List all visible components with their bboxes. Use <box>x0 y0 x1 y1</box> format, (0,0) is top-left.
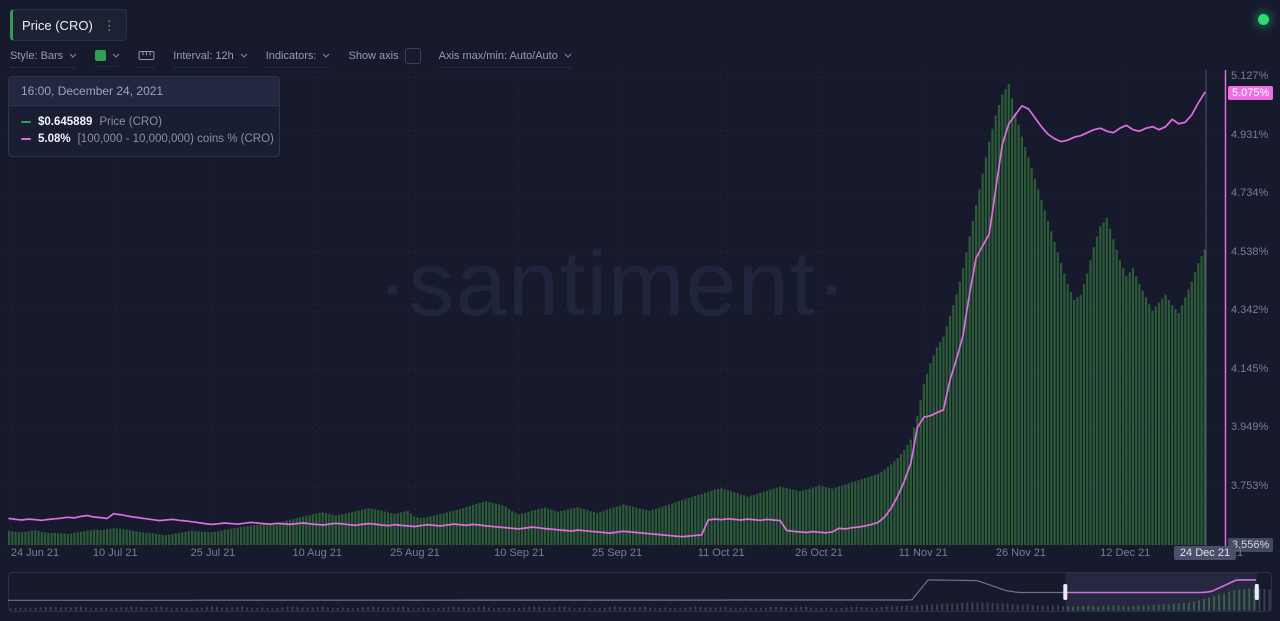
x-axis-tick-label: 10 Jul 21 <box>92 547 138 559</box>
indicators-dropdown[interactable]: Indicators: <box>265 49 331 68</box>
price-series-marker <box>21 120 31 123</box>
y-axis-tick-label: 4.342% <box>1231 304 1269 316</box>
chevron-down-icon <box>323 53 330 58</box>
indicators-dropdown-label: Indicators: <box>265 49 317 62</box>
navigator-line-outside <box>8 579 1064 601</box>
santiment-watermark: ·santiment· <box>376 233 849 335</box>
show-axis-control: Show axis <box>348 48 421 69</box>
metric-color-swatch[interactable] <box>95 50 107 61</box>
tooltip-coins-label: [100,000 - 10,000,000) coins % (CRO) <box>77 132 274 145</box>
chart-toolbar: Style: Bars Interval: 12h Indicators: Sh… <box>10 48 572 69</box>
x-axis-tick-label: 11 Oct 21 <box>697 547 745 559</box>
coins-percent-line <box>8 91 1206 538</box>
axis-min-badge: 3.556% <box>1228 538 1274 552</box>
crosshair-date-badge: 24 Dec 21 <box>1173 546 1237 560</box>
x-axis-tick-label: 26 Oct 21 <box>795 547 843 559</box>
y-axis-tick-label: 4.734% <box>1231 187 1269 199</box>
y-axis-tick-label: 3.753% <box>1231 479 1269 492</box>
x-axis-tick-label: 10 Aug 21 <box>292 547 343 559</box>
x-axis-tick-label: 25 Aug 21 <box>390 547 440 559</box>
chevron-down-icon <box>564 53 572 58</box>
chart-tooltip: 16:00, December 24, 2021 $0.645889 Price… <box>8 76 280 157</box>
chevron-down-icon <box>69 53 77 58</box>
interval-dropdown-label: Interval: 12h <box>173 49 234 62</box>
navigator-bars <box>9 588 1271 611</box>
tooltip-price-value: $0.645889 <box>38 115 93 128</box>
style-dropdown-label: Style: Bars <box>10 49 64 62</box>
chevron-down-icon <box>112 53 120 58</box>
style-dropdown[interactable]: Style: Bars <box>10 49 78 68</box>
x-axis-tick-label: 25 Jul 21 <box>190 547 236 559</box>
x-axis-tick-label: 25 Sep 21 <box>591 547 643 559</box>
color-picker-dropdown[interactable] <box>95 50 121 67</box>
tooltip-coins-value: 5.08% <box>38 132 71 145</box>
y-axis-tick-label: 5.127% <box>1231 70 1269 82</box>
navigator-handle-left[interactable] <box>1063 584 1068 600</box>
y-axis-tick-label: 4.538% <box>1231 245 1269 258</box>
tooltip-timestamp: 16:00, December 24, 2021 <box>9 77 279 106</box>
y-axis-tick-label: 4.931% <box>1231 128 1269 141</box>
y-axis-tick-label: 4.145% <box>1231 362 1269 375</box>
kebab-menu-icon[interactable]: ⋮ <box>102 17 116 33</box>
metric-button-label: Price (CRO) <box>22 17 93 33</box>
coins-series-marker <box>21 137 31 140</box>
x-axis-tick-label: 11 Nov 21 <box>898 547 948 559</box>
navigator-selection[interactable] <box>1065 573 1257 611</box>
ruler-icon <box>138 51 155 60</box>
x-axis-tick-label: 26 Nov 21 <box>995 547 1047 559</box>
navigator-line-selected <box>1064 579 1256 594</box>
axis-ruler-button[interactable] <box>138 49 156 68</box>
axis-maxmin-dropdown[interactable]: Axis max/min: Auto/Auto <box>438 49 572 68</box>
interval-dropdown[interactable]: Interval: 12h <box>173 50 248 68</box>
x-axis-tick-label: 24 Jun 21 <box>10 547 60 559</box>
x-axis-tick-label: 10 Sep 21 <box>494 547 545 559</box>
navigator-track <box>8 572 1272 612</box>
tooltip-row-price: $0.645889 Price (CRO) <box>21 113 267 130</box>
connection-status-dot <box>1258 14 1269 25</box>
price-bars-series <box>8 83 1206 546</box>
metric-button-price-cro[interactable]: Price (CRO) ⋮ <box>10 9 127 41</box>
tooltip-row-coins-percent: 5.08% [100,000 - 10,000,000) coins % (CR… <box>21 130 274 147</box>
show-axis-checkbox[interactable] <box>404 48 421 64</box>
x-axis-tick-label: 12 Dec 21 <box>1100 547 1151 559</box>
current-value-badge: 5.075% <box>1228 86 1274 100</box>
y-axis-tick-label: 3.949% <box>1231 421 1269 433</box>
navigator-handle-right[interactable] <box>1254 584 1259 600</box>
chevron-down-icon <box>240 53 248 58</box>
show-axis-label: Show axis <box>348 50 399 62</box>
tooltip-price-label: Price (CRO) <box>99 115 162 128</box>
axis-maxmin-label: Axis max/min: Auto/Auto <box>438 49 558 62</box>
